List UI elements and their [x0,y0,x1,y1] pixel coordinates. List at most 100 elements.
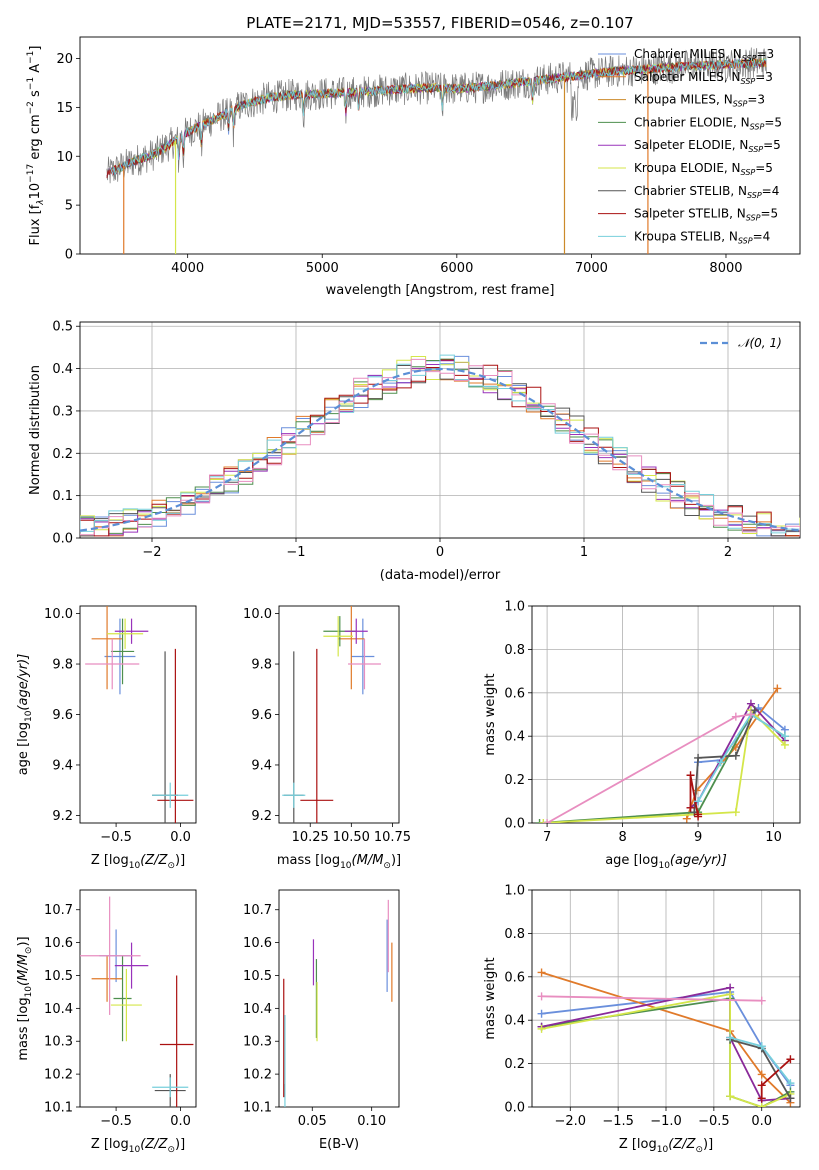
label-part: Chabrier MILES, [634,47,733,61]
label-part: λ [36,199,46,205]
x-tick-label: 10.75 [374,830,411,845]
x-tick-label: 0 [436,545,444,560]
weight-marker-4 [757,1103,766,1107]
legend-entry-3: Chabrier ELODIE, NSSP=5 [634,115,782,131]
histogram-series-8 [80,358,800,537]
y-tick-label: 9.8 [251,658,272,673]
mass_vs_EBV-xlabel: E(B-V) [319,1137,359,1152]
weight-marker-7 [716,758,725,767]
x-tick-label: −1.0 [650,1114,682,1129]
label-end: )] [175,1137,185,1152]
weight_vs_age-frame [531,605,801,824]
weight-marker-8 [543,819,552,823]
label-sub: 10 [24,710,34,722]
weight-marker-1 [537,968,546,977]
x-tick-label: 0.05 [298,1114,327,1129]
weight-marker-4 [731,808,740,817]
label-part: =3 [756,47,774,61]
label-part: SSP [733,100,748,109]
age_vs_mass-frame [278,605,400,824]
y-tick-label: 10.1 [243,1101,272,1116]
weight-line-7 [697,713,786,802]
x-tick-label: −1.5 [602,1114,634,1129]
weight_vs_age-lines [535,684,789,823]
label-part: Kroupa MILES, [634,93,724,107]
y-tick-label: 9.4 [251,758,272,773]
weight-marker-6 [786,1055,795,1064]
label-part: Chabrier STELIB, [634,184,738,198]
mass_vs_EBV-frame [278,889,400,1108]
weight-marker-8 [746,710,755,719]
label-part: −17 [26,164,36,183]
label-part: 10 [28,183,43,200]
y-tick-label: 0.1 [52,489,73,504]
y-tick-label: 10.7 [44,903,73,918]
y-tick-label: 10.2 [243,1068,272,1083]
legend-entry-2: Kroupa MILES, NSSP=3 [634,93,765,109]
y-tick-label: 5 [65,199,73,214]
y-tick-label: 0 [65,248,73,263]
x-tick-label: 8000 [709,261,742,276]
mass_vs_EBV-axes: 0.05 0.10 10.1 10.2 10.3 10.4 10.5 10.6 10.7 [243,889,400,1129]
x-tick-label: 8 [618,830,626,845]
weight-marker-8 [731,712,740,721]
label-part: s [28,90,43,101]
y-tick-label: 0.8 [504,927,525,942]
y-tick-label: 0.4 [504,730,525,745]
weight-marker-7 [694,797,703,806]
label-math: (M/M [352,853,384,868]
weight-marker-7 [757,1042,766,1051]
y-tick-label: 0.5 [52,320,73,335]
label-part: N [733,47,742,61]
legend-entry-0: Chabrier MILES, NSSP=3 [634,47,774,63]
x-tick-label: 0.0 [170,1114,191,1129]
y-tick-label: 15 [56,101,73,116]
y-tick-label: 10.6 [243,936,272,951]
age_vs_Z-ylabel: age [log10(age/yr)] [16,654,34,776]
y-tick-label: 10.4 [243,1002,272,1017]
age_vs_Z-frame [79,605,197,824]
y-tick-label: 0.4 [504,1014,525,1029]
x-tick-label: 0.10 [357,1114,386,1129]
x-tick-label: 6000 [440,261,473,276]
y-tick-label: 10.6 [44,936,73,951]
mass_vs_EBV-errorbars [283,899,393,1107]
x-tick-label: 0.0 [751,1114,772,1129]
y-tick-label: 10.3 [243,1035,272,1050]
weight-marker-1 [757,1070,766,1079]
legend-entry-4: Salpeter ELODIE, NSSP=5 [634,138,781,154]
label-part: N [738,184,747,198]
label-part: Salpeter STELIB, [634,207,737,221]
y-tick-label: 0.2 [52,447,73,462]
y-tick-label: 10.7 [243,903,272,918]
weight-marker-4 [780,740,789,749]
label-part: N [724,93,733,107]
weight_vs_Z-frame [531,889,801,1108]
label-sub: 10 [340,861,352,871]
x-tick-label: 10.50 [333,830,370,845]
weight-marker-7 [780,732,789,741]
label-part: =3 [747,93,765,107]
label-math: (Z/Z [668,1137,696,1152]
x-tick-label: 7000 [575,261,608,276]
label-part: Flux [f [28,204,43,245]
label-sub: 10 [658,861,670,871]
spectrum-xlabel: wavelength [Angstrom, rest frame] [326,283,555,298]
legend-entry-6: Chabrier STELIB, NSSP=4 [634,184,779,200]
weight-marker-4 [726,990,735,999]
weight-marker-7 [786,1079,795,1088]
age_vs_Z-errorbars [85,606,194,823]
y-tick-label: 0.0 [504,817,525,832]
residuals-axes: −2 −1 0 1 2 0.0 0.1 0.2 0.3 0.4 0.5 [52,320,801,560]
label-part: N [729,229,738,243]
label-part: Chabrier ELODIE, [634,115,741,129]
label-part: mass [log [277,853,340,868]
y-tick-label: 10.5 [44,969,73,984]
x-tick-label: 0.0 [170,830,191,845]
label-part: N [732,70,741,84]
label-math: (age/yr)] [670,853,727,868]
residuals-ylabel: Normed distribution [28,365,43,495]
legend-entry-1: Salpeter MILES, NSSP=3 [634,70,773,86]
x-tick-label: −0.5 [698,1114,730,1129]
